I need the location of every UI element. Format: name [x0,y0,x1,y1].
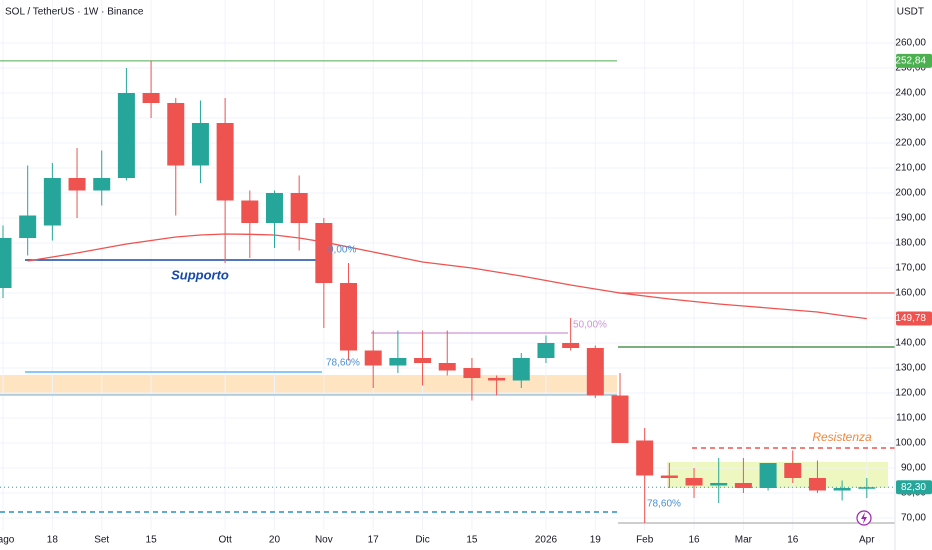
x-tick-label: Nov [315,535,333,546]
annotation: 78,60% [326,358,360,369]
y-tick-label: 180,00 [895,238,926,249]
price-label-box [896,311,932,326]
price-label-box [896,480,932,495]
candle-body [784,463,802,478]
candle-body [438,363,456,371]
candle-body [512,358,530,381]
y-tick-label: 70,00 [901,513,926,524]
x-tick-label: 16 [787,535,799,546]
candle-body [0,238,12,288]
candle-body [315,223,333,283]
annotation: 0,00% [328,245,356,256]
price-label: 82,30 [901,482,926,493]
x-tick-label: Dic [415,535,429,546]
candle-body [191,123,209,166]
x-tick-label: Apr [859,535,875,546]
y-tick-label: 140,00 [895,338,926,349]
candle-body [586,348,604,396]
x-tick-label: Feb [636,535,654,546]
candle-body [389,358,407,366]
candle-body [265,193,283,223]
annotation: 78,60% [647,499,681,510]
y-tick-label: 160,00 [895,288,926,299]
y-tick-label: 210,00 [895,163,926,174]
zone [667,462,888,488]
candle-body [117,93,135,178]
x-tick-label: 15 [466,535,478,546]
candle-body [142,93,160,103]
x-tick-label: 20 [269,535,281,546]
candle-body [290,193,308,223]
y-tick-label: 100,00 [895,438,926,449]
price-label: 252,84 [895,56,926,67]
candle-body [167,103,185,166]
y-tick-label: 230,00 [895,113,926,124]
y-tick-label: 260,00 [895,38,926,49]
moving-average [27,233,867,320]
candle-body [340,283,358,351]
y-tick-label: 220,00 [895,138,926,149]
x-tick-label: ago [0,535,15,546]
candle-body [710,483,728,486]
y-tick-label: 110,00 [896,413,926,424]
candle-body [93,178,111,191]
candle-body [216,123,234,201]
annotation: Resistenza [812,430,872,444]
zone [0,375,617,395]
symbol-title: SOL / TetherUS · 1W · Binance [5,7,144,18]
x-tick-label: Set [94,535,109,546]
y-tick-label: 240,00 [895,88,926,99]
x-tick-label: Ott [218,535,232,546]
y-tick-label: 250,00 [895,63,926,74]
price-label: 149,78 [895,313,926,324]
candle-body [660,475,678,478]
candle-body [858,487,876,489]
y-tick-label: 130,00 [895,363,926,374]
price-label-box [896,53,932,68]
x-tick-label: 15 [146,535,158,546]
y-tick-label: 90,00 [901,463,926,474]
x-tick-label: 18 [47,535,59,546]
candle-body [537,343,555,358]
candle-body [808,478,826,491]
candle-body [685,478,703,486]
y-tick-label: 190,00 [895,213,926,224]
y-tick-label: 200,00 [895,188,926,199]
candle-body [68,178,86,191]
x-tick-label: 16 [688,535,700,546]
candle-body [241,200,259,223]
candle-body [562,343,580,348]
x-tick-label: 17 [368,535,380,546]
candle-body [734,483,752,488]
candle-body [43,178,61,226]
alert-icon[interactable] [856,510,872,526]
candle-body [463,368,481,378]
candle-body [364,350,382,366]
y-tick-label: 120,00 [895,388,926,399]
candle-body [19,215,37,238]
x-tick-label: 19 [590,535,602,546]
x-tick-label: 2026 [535,535,558,546]
currency: USDT [897,7,924,18]
candle-body [759,463,777,488]
candle-body [636,440,654,476]
candle-body [611,395,629,443]
annotation: Supporto [171,267,229,282]
candle-body [414,358,432,363]
x-tick-label: Mar [735,535,753,546]
y-tick-label: 170,00 [895,263,926,274]
candle-body [833,488,851,491]
annotation: 50,00% [573,320,607,331]
candle-body [488,378,506,381]
